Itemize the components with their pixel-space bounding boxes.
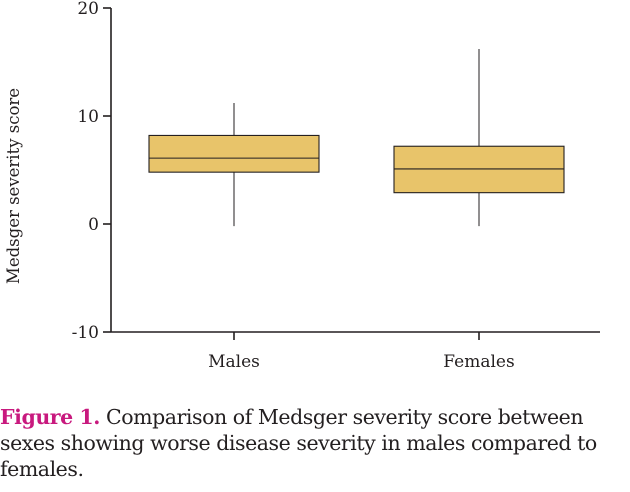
figure-caption-text: Comparison of Medsger severity score bet… xyxy=(0,405,597,481)
figure-caption: Figure 1. Comparison of Medsger severity… xyxy=(0,404,630,482)
box-plot-chart: Medsger severity score -10 0 10 20 Males Fema… xyxy=(4,0,600,372)
y-tick-label: -10 xyxy=(72,323,99,343)
y-tick-label: 20 xyxy=(77,0,99,19)
figure-caption-label: Figure 1. xyxy=(0,405,100,429)
y-axis-label: Medsger severity score xyxy=(4,88,23,284)
y-tick-label: 0 xyxy=(88,215,99,235)
females-category-label: Females xyxy=(443,352,514,372)
males-box xyxy=(148,134,320,173)
plot-area: -10 0 10 20 Males Females xyxy=(72,0,600,372)
males-category-label: Males xyxy=(208,352,260,372)
y-tick-label: 10 xyxy=(77,107,99,127)
